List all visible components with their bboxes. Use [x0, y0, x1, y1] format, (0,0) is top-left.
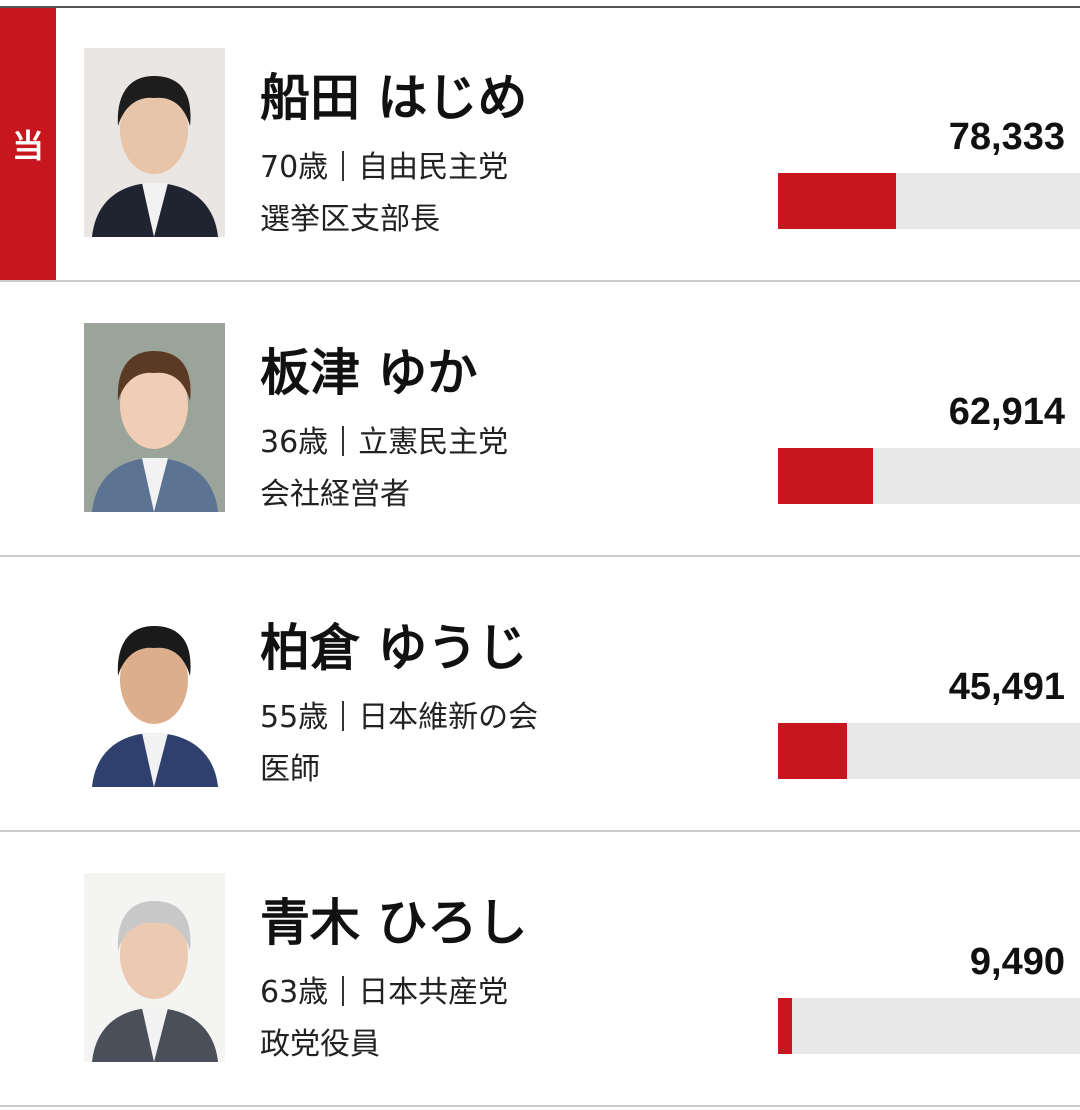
candidate-row: 柏倉 ゆうじ 55歳 日本維新の会医師 45,491 — [0, 558, 1080, 832]
vote-bar — [778, 448, 873, 504]
vote-bar — [778, 173, 897, 229]
separator — [342, 151, 345, 181]
vote-bar-track — [778, 723, 1080, 779]
page: 当 船田 はじめ 70歳 自由民主党選挙区支部長 78,333 板津 ゆか 36歳 立憲民… — [0, 6, 1080, 1110]
vote-bar-track — [778, 173, 1080, 229]
candidate-photo — [84, 323, 225, 512]
candidate-occupation: 政党役員 — [260, 1027, 380, 1062]
candidate-party: 日本共産党 — [358, 975, 509, 1010]
candidate-name: 柏倉 ゆうじ — [260, 619, 528, 677]
candidate-occupation: 医師 — [260, 752, 320, 787]
separator — [342, 426, 345, 456]
vote-count: 45,491 — [948, 666, 1065, 708]
vote-bar — [778, 998, 793, 1054]
candidate-photo — [84, 873, 225, 1062]
candidate-meta: 70歳 自由民主党 — [260, 142, 508, 186]
candidate-row: 板津 ゆか 36歳 立憲民主党会社経営者 62,914 — [0, 283, 1080, 557]
vote-bar — [778, 723, 847, 779]
vote-count: 62,914 — [948, 391, 1065, 433]
candidate-party: 日本維新の会 — [358, 700, 539, 735]
separator — [342, 976, 345, 1006]
candidate-row: 青木 ひろし 63歳 日本共産党政党役員 9,490 — [0, 833, 1080, 1107]
candidate-party: 自由民主党 — [358, 150, 509, 185]
candidate-name: 板津 ゆか — [260, 344, 478, 402]
candidate-photo — [84, 598, 225, 787]
vote-bar-track — [778, 448, 1080, 504]
candidate-meta: 55歳 日本維新の会 — [260, 692, 538, 736]
candidate-age: 36歳 — [260, 425, 329, 460]
candidate-meta: 63歳 日本共産党 — [260, 967, 508, 1011]
candidate-party: 立憲民主党 — [358, 425, 509, 460]
candidate-age: 63歳 — [260, 975, 329, 1010]
separator — [342, 701, 345, 731]
results-list: 当 船田 はじめ 70歳 自由民主党選挙区支部長 78,333 板津 ゆか 36歳 立憲民… — [0, 6, 1080, 1110]
candidate-age: 70歳 — [260, 150, 329, 185]
elected-badge: 当 — [0, 8, 56, 280]
candidate-name: 青木 ひろし — [260, 894, 528, 952]
candidate-occupation: 選挙区支部長 — [260, 202, 440, 237]
candidate-row: 当 船田 はじめ 70歳 自由民主党選挙区支部長 78,333 — [0, 8, 1080, 282]
candidate-age: 55歳 — [260, 700, 329, 735]
vote-count: 78,333 — [948, 116, 1065, 158]
vote-count: 9,490 — [969, 941, 1065, 983]
candidate-name: 船田 はじめ — [260, 69, 528, 127]
vote-bar-track — [778, 998, 1080, 1054]
candidate-photo — [84, 48, 225, 237]
candidate-meta: 36歳 立憲民主党 — [260, 417, 508, 461]
candidate-occupation: 会社経営者 — [260, 477, 410, 512]
